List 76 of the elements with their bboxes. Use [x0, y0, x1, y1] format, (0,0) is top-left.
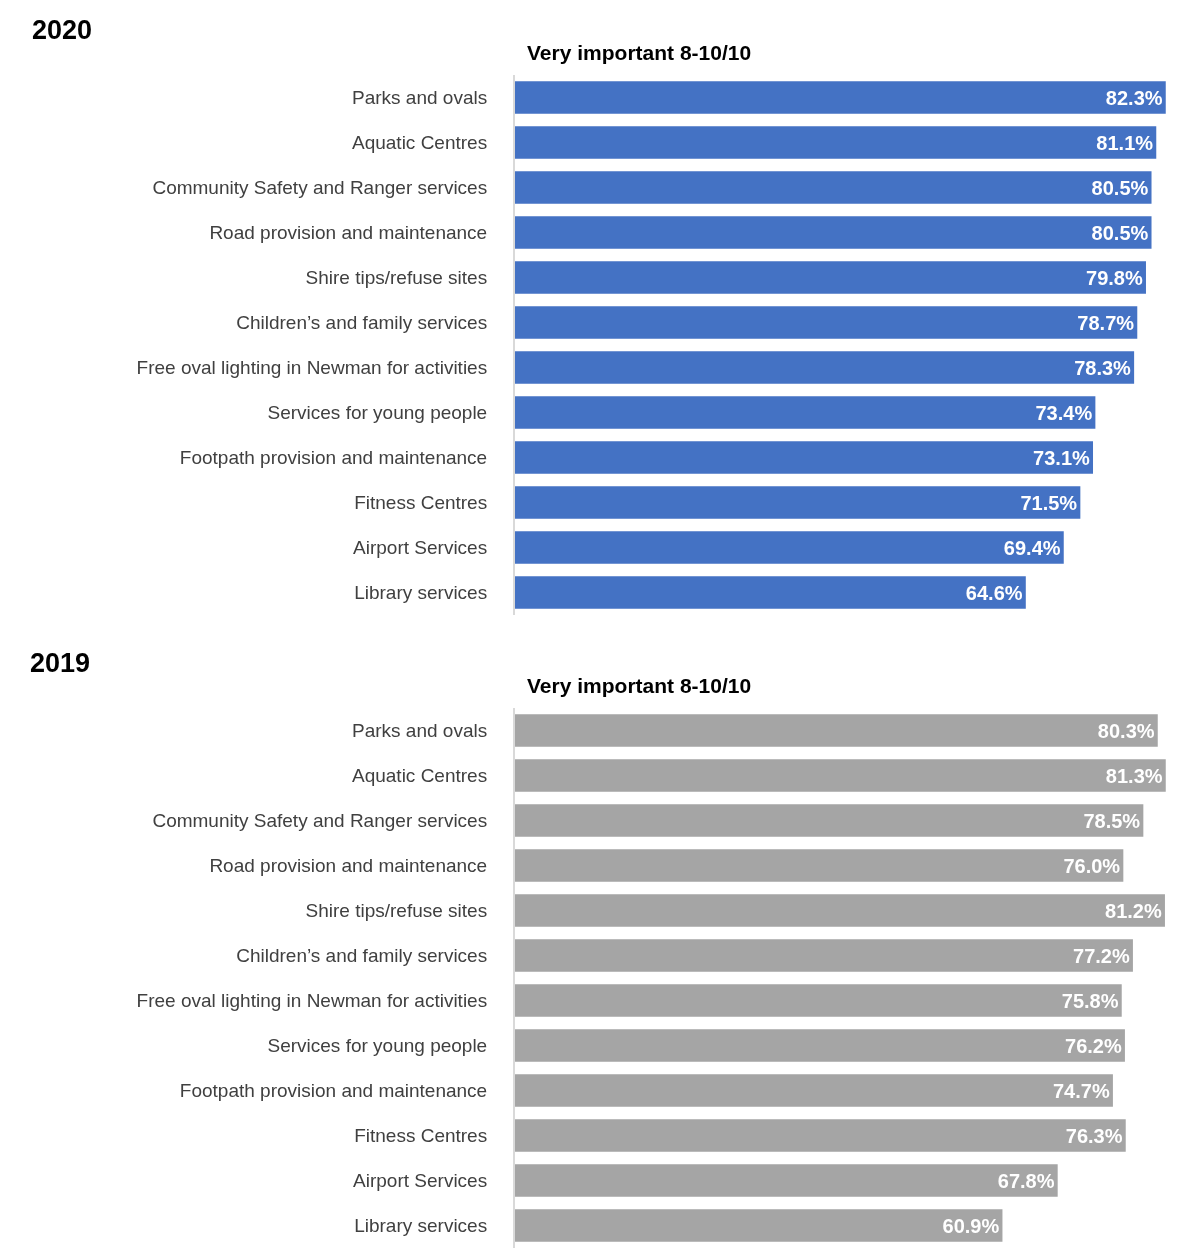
data-label: 78.5%	[1083, 809, 1141, 832]
data-label: 75.8%	[1061, 989, 1119, 1012]
y-tick-label: Children’s and family services	[236, 945, 488, 967]
data-label: 76.0%	[1063, 854, 1121, 877]
y-tick-label: Airport Services	[353, 537, 488, 559]
data-label: 73.1%	[1033, 446, 1091, 469]
bar	[515, 939, 1133, 972]
data-label: 80.3%	[1097, 719, 1155, 742]
data-label: 79.8%	[1086, 266, 1143, 289]
data-label: 81.3%	[1105, 764, 1163, 787]
y-tick-label: Aquatic Centres	[352, 132, 488, 154]
data-label: 69.4%	[1003, 536, 1061, 559]
bar	[515, 1074, 1113, 1107]
y-tick-label: Library services	[354, 1215, 488, 1237]
bar	[515, 1209, 1003, 1242]
bar	[515, 351, 1135, 384]
y-tick-label: Shire tips/refuse sites	[305, 267, 488, 289]
y-tick-label: Footpath provision and maintenance	[179, 1080, 488, 1102]
text: 2020	[32, 15, 93, 45]
y-tick-label: Children’s and family services	[236, 312, 488, 334]
bar	[515, 1164, 1058, 1197]
bar	[515, 804, 1144, 837]
y-tick-label: Services for young people	[267, 402, 488, 424]
y-tick-label: Library services	[354, 582, 488, 604]
y-tick-label: Parks and ovals	[352, 720, 488, 742]
data-label: 82.3%	[1105, 86, 1163, 109]
data-label: 77.2%	[1073, 944, 1130, 967]
y-tick-label: Road provision and maintenance	[209, 222, 488, 244]
y-tick-label: Services for young people	[267, 1035, 488, 1057]
bar	[515, 171, 1152, 204]
y-tick-label: Shire tips/refuse sites	[305, 900, 488, 922]
bar	[515, 126, 1157, 159]
bar	[515, 1029, 1125, 1062]
data-label: 78.3%	[1074, 356, 1132, 379]
bar	[515, 306, 1138, 339]
y-tick-label: Community Safety and Ranger services	[152, 810, 488, 832]
y-tick-label: Parks and ovals	[352, 87, 488, 109]
bar	[515, 714, 1158, 747]
bar	[515, 894, 1165, 927]
y-tick-label: Fitness Centres	[354, 1125, 488, 1147]
text: 2019	[30, 648, 91, 678]
data-label: 74.7%	[1052, 1079, 1110, 1102]
bar	[515, 261, 1146, 294]
bar	[515, 849, 1124, 882]
bar	[515, 486, 1081, 519]
data-label: 64.6%	[965, 581, 1023, 604]
y-tick-label: Footpath provision and maintenance	[179, 447, 488, 469]
y-tick-label: Free oval lighting in Newman for activities	[136, 990, 488, 1012]
y-tick-label: Airport Services	[353, 1170, 488, 1192]
bar	[515, 1119, 1126, 1152]
bar	[515, 759, 1166, 792]
chart-subtitle: Very important 8-10/10	[527, 674, 752, 697]
data-label: 80.5%	[1091, 176, 1149, 199]
data-label: 73.4%	[1035, 401, 1093, 424]
data-label: 60.9%	[942, 1214, 1000, 1237]
data-label: 67.8%	[997, 1169, 1055, 1192]
bar	[515, 576, 1026, 609]
data-label: 76.2%	[1065, 1034, 1122, 1057]
y-tick-label: Community Safety and Ranger services	[152, 177, 488, 199]
bar	[515, 531, 1064, 564]
bar	[515, 216, 1152, 249]
data-label: 76.3%	[1065, 1124, 1123, 1147]
y-tick-label: Aquatic Centres	[352, 765, 488, 787]
bar	[515, 396, 1096, 429]
data-label: 78.7%	[1077, 311, 1135, 334]
bar	[515, 984, 1122, 1017]
data-label: 81.2%	[1105, 899, 1162, 922]
data-label: 80.5%	[1091, 221, 1149, 244]
data-label: 71.5%	[1020, 491, 1078, 514]
data-label: 81.1%	[1096, 131, 1154, 154]
bar	[515, 441, 1094, 474]
y-tick-label: Fitness Centres	[354, 492, 488, 514]
chart-subtitle: Very important 8-10/10	[527, 41, 752, 64]
y-tick-label: Road provision and maintenance	[209, 855, 488, 877]
y-tick-label: Free oval lighting in Newman for activities	[136, 357, 488, 379]
bar	[515, 81, 1166, 114]
